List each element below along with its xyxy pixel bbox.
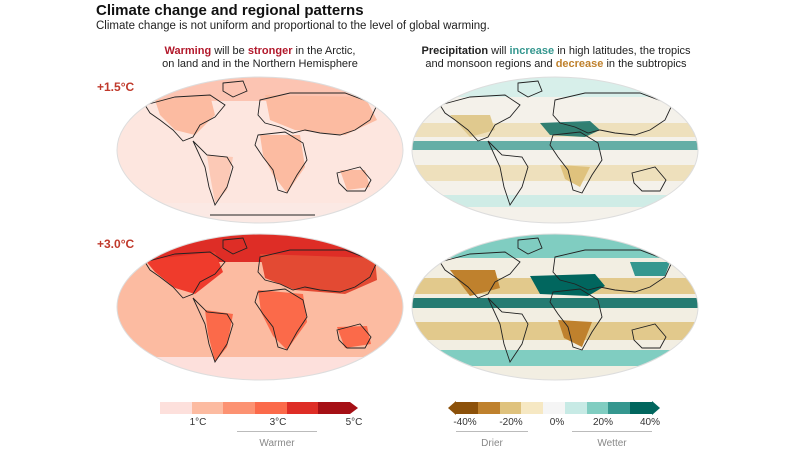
- precipitation-swatch-1: [477, 402, 500, 414]
- precip-tick-20: 20%: [592, 417, 614, 428]
- temperature-swatch-2: [223, 402, 255, 414]
- precipitation-swatch-2: [499, 402, 522, 414]
- warming-panel-heading: Warming will be stronger in the Arctic, …: [110, 45, 410, 71]
- temperature-swatch-0: [160, 402, 192, 414]
- stronger-word: stronger: [247, 45, 293, 57]
- temperature-legend-arrow: [350, 402, 358, 414]
- warming-word: Warming: [164, 45, 212, 57]
- temp-tick-5: 5°C: [345, 417, 363, 428]
- precip-heading-text: will: [488, 45, 510, 57]
- precip-tick-40: 40%: [639, 417, 661, 428]
- precip-legend-right-arrow: [652, 401, 660, 415]
- precipitation-swatch-4: [543, 402, 565, 414]
- warming-map-1-5: [116, 76, 404, 224]
- precipitation-swatch-7: [608, 402, 631, 414]
- temp-tick-1: 1°C: [189, 417, 207, 428]
- temperature-swatch-4: [286, 402, 319, 414]
- precip-heading-text-4: in the subtropics: [603, 58, 687, 70]
- wetter-range-line: [572, 431, 652, 432]
- drier-range-line: [456, 431, 528, 432]
- precipitation-word: Precipitation: [421, 45, 489, 57]
- precip-tick-minus40: -40%: [453, 417, 477, 428]
- temperature-swatch-1: [191, 402, 224, 414]
- precipitation-swatch-0: [456, 402, 478, 414]
- warmer-label: Warmer: [259, 438, 295, 449]
- decrease-word: decrease: [555, 58, 604, 70]
- precipitation-map-3-0: [411, 233, 699, 381]
- increase-word: increase: [509, 45, 555, 57]
- precip-legend-left-arrow: [448, 401, 456, 415]
- precipitation-panel-heading: Precipitation will increase in high lati…: [406, 45, 706, 71]
- scenario-label-1-5: +1.5°C: [97, 80, 135, 94]
- precip-tick-minus20: -20%: [499, 417, 523, 428]
- drier-label: Drier: [481, 438, 503, 449]
- wetter-label: Wetter: [597, 438, 627, 449]
- chart-title: Climate change and regional patterns: [96, 2, 364, 19]
- precipitation-map-1-5: [411, 76, 699, 224]
- chart-subtitle: Climate change is not uniform and propor…: [96, 20, 490, 32]
- precip-heading-text-3: and monsoon regions and: [425, 58, 556, 70]
- temperature-swatch-3: [254, 402, 287, 414]
- precip-tick-0: 0%: [549, 417, 565, 428]
- temp-tick-3: 3°C: [269, 417, 287, 428]
- warming-heading-text: will be: [211, 45, 248, 57]
- warmer-range-line: [237, 431, 317, 432]
- precipitation-swatch-8: [630, 402, 652, 414]
- temperature-legend-bar: [160, 402, 350, 414]
- precipitation-swatch-5: [564, 402, 587, 414]
- temperature-swatch-5: [318, 402, 350, 414]
- precipitation-swatch-6: [586, 402, 609, 414]
- warming-heading-text-2: in the Arctic,: [292, 45, 356, 57]
- warming-map-3-0: [116, 233, 404, 381]
- precipitation-swatch-3: [521, 402, 544, 414]
- precipitation-legend-bar: [456, 402, 652, 414]
- scenario-label-3-0: +3.0°C: [97, 237, 135, 251]
- precip-heading-text-2: in high latitudes, the tropics: [554, 45, 691, 57]
- warming-heading-line2: on land and in the Northern Hemisphere: [162, 58, 358, 70]
